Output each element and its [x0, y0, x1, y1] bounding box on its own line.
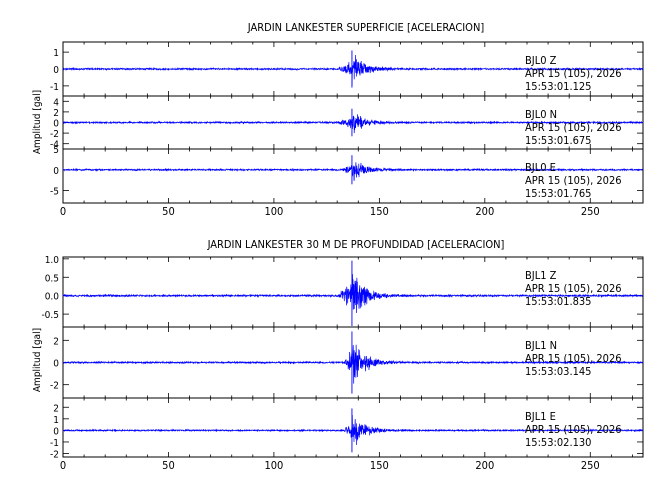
y-tick-label: 2: [53, 108, 59, 119]
waveform-line: [62, 274, 644, 313]
x-tick-label: 50: [162, 459, 175, 472]
y-tick-label: 5: [53, 145, 59, 156]
y-tick-label: 0.0: [45, 292, 60, 303]
waveform-line: [62, 415, 644, 445]
waveform-line: [62, 344, 644, 384]
depth-x-axis: 0 50 100 150 200 250: [60, 459, 600, 472]
x-tick-label: 200: [475, 205, 494, 218]
date-label: APR 15 (105), 2026: [525, 282, 622, 295]
y-tick-label: 0: [53, 426, 59, 437]
y-tick-label: -1: [50, 82, 59, 93]
waveform-line: [62, 114, 644, 134]
x-tick-label: 100: [264, 205, 283, 218]
y-tick-label: 1: [53, 415, 59, 426]
station-label: BJL0 Z: [525, 54, 557, 67]
date-label: APR 15 (105), 2026: [525, 352, 622, 365]
y-tick-label: 0: [53, 65, 59, 76]
date-label: APR 15 (105), 2026: [525, 423, 622, 436]
x-tick-label: 0: [60, 205, 66, 218]
time-label: 15:53:02.130: [525, 436, 591, 449]
y-tick-label: -2: [50, 381, 59, 392]
x-tick-label: 250: [581, 459, 600, 472]
x-tick-label: 250: [581, 205, 600, 218]
y-axis-label: Amplitud [gal]: [32, 90, 43, 154]
chart-title: JARDIN LANKESTER SUPERFICIE [ACELERACION…: [247, 21, 485, 34]
time-label: 15:53:01.765: [525, 187, 591, 200]
panel-frame: [62, 148, 644, 204]
y-tick-label: 1.0: [45, 255, 60, 266]
y-tick-label: 2: [53, 336, 59, 347]
station-label: BJL0 N: [525, 108, 557, 121]
y-tick-label: 0: [53, 166, 59, 177]
y-axis-label: Amplitud [gal]: [32, 328, 43, 392]
date-label: APR 15 (105), 2026: [525, 67, 622, 80]
station-label: BJL1 E: [525, 410, 556, 423]
chart-title: JARDIN LANKESTER 30 M DE PROFUNDIDAD [AC…: [207, 238, 505, 251]
y-tick-label: 1: [53, 48, 59, 59]
x-tick-label: 50: [162, 205, 175, 218]
date-label: APR 15 (105), 2026: [525, 121, 622, 134]
time-label: 15:53:01.125: [525, 80, 591, 93]
depth-chart: JARDIN LANKESTER 30 M DE PROFUNDIDAD [AC…: [32, 238, 644, 472]
y-tick-label: -5: [50, 187, 59, 198]
y-tick-label: 0.5: [45, 273, 59, 284]
y-tick-label: -0.5: [41, 310, 59, 321]
date-label: APR 15 (105), 2026: [525, 174, 622, 187]
x-tick-label: 150: [370, 205, 389, 218]
x-tick-label: 150: [370, 459, 389, 472]
y-tick-label: 2: [53, 403, 59, 414]
time-label: 15:53:01.675: [525, 134, 591, 147]
x-tick-label: 100: [264, 459, 283, 472]
surface-chart: JARDIN LANKESTER SUPERFICIE [ACELERACION…: [32, 21, 644, 218]
y-tick-label: 4: [53, 97, 59, 108]
y-tick-label: -2: [50, 450, 59, 461]
y-tick-label: -4: [50, 140, 59, 151]
y-tick-label: 0: [53, 119, 59, 130]
station-label: BJL0 E: [525, 161, 556, 174]
station-label: BJL1 Z: [525, 269, 557, 282]
surface-x-axis: 0 50 100 150 200 250: [60, 205, 600, 218]
time-label: 15:53:03.145: [525, 365, 591, 378]
x-tick-label: 200: [475, 459, 494, 472]
y-tick-label: -2: [50, 129, 59, 140]
panel-frame: [62, 397, 644, 458]
y-tick-label: -1: [50, 438, 59, 449]
time-label: 15:53:01.835: [525, 295, 591, 308]
station-label: BJL1 N: [525, 339, 557, 352]
waveform-line: [62, 54, 644, 86]
waveform-line: [62, 162, 644, 181]
x-tick-label: 0: [60, 459, 66, 472]
y-tick-label: 0: [53, 359, 59, 370]
